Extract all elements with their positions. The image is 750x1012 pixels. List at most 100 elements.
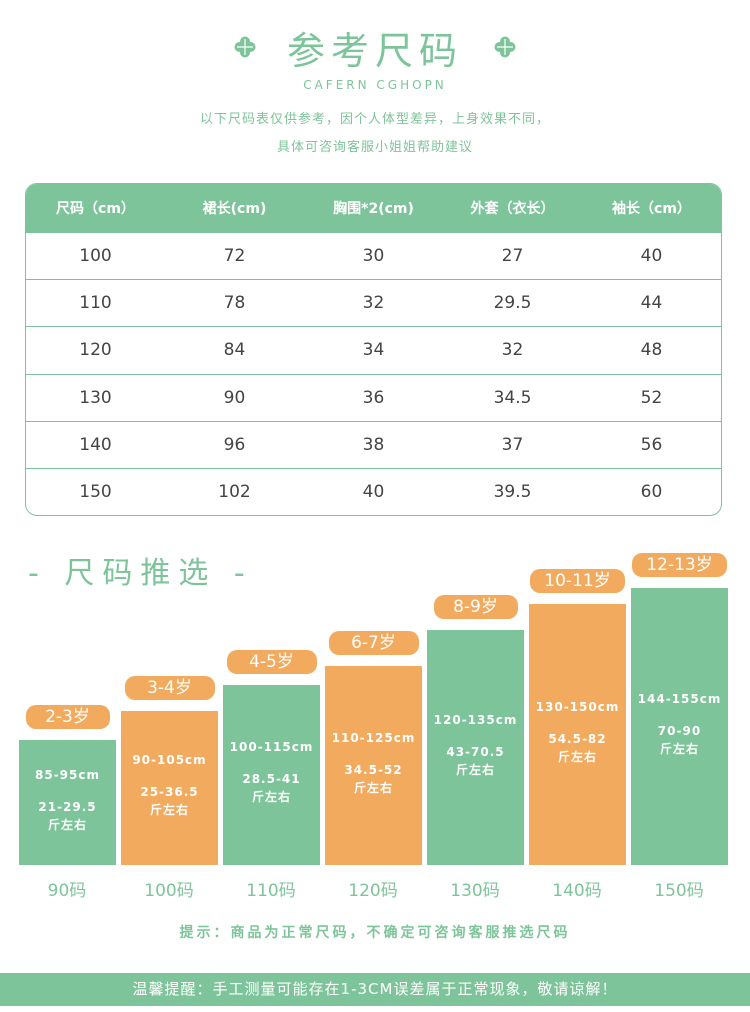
column-header: 尺码（cm） (56, 201, 135, 217)
table-cell: 96 (223, 434, 246, 455)
footer-banner: 温馨提醒：手工测量可能存在1-3CM误差属于正常现象，敬请谅解！ (0, 973, 750, 1006)
weight-value: 21-29.5 (38, 799, 97, 814)
weight-unit: 斤左右 (353, 780, 393, 795)
age-badge: 2-3岁 (25, 705, 110, 729)
table-cell: 110 (79, 293, 112, 314)
height-range: 90-105cm (132, 753, 207, 767)
age-badge: 12-13岁 (632, 553, 727, 577)
table-cell: 40 (362, 482, 385, 503)
column-header: 外套（衣长） (470, 201, 555, 217)
size-label: 130码 (450, 881, 500, 901)
size-label: 150码 (654, 881, 704, 901)
table-cell: 84 (223, 340, 246, 361)
recommend-title: - 尺码推选 - (28, 556, 253, 591)
table-cell: 30 (362, 246, 385, 267)
weight-unit: 斤左右 (149, 803, 189, 817)
table-cell: 27 (501, 246, 524, 267)
size-label: 100码 (144, 881, 194, 901)
weight-range: 21-29.5 斤左右 (19, 798, 116, 834)
table-cell: 38 (362, 434, 385, 455)
table-row: 130 90 36 34.5 52 (26, 373, 721, 421)
table-cell: 72 (223, 246, 246, 267)
table-cell: 32 (501, 340, 524, 361)
weight-value: 54.5-82 (548, 731, 607, 746)
table-cell: 37 (501, 434, 524, 455)
height-range: 130-150cm (535, 699, 620, 714)
table-cell: 130 (79, 387, 112, 408)
table-cell: 36 (362, 387, 385, 408)
page-title: 参考尺码 (286, 28, 463, 73)
table-cell: 56 (640, 434, 663, 455)
tip-text: 提示：商品为正常尺码，不确定可咨询客服推选尺码 (179, 925, 571, 941)
weight-value: 70-90 (657, 723, 702, 738)
height-range: 100-115cm (229, 740, 314, 754)
clover-icon (234, 36, 256, 58)
column-header: 胸围*2(cm) (333, 201, 414, 217)
size-label: 90码 (47, 881, 87, 901)
weight-value: 34.5-52 (344, 762, 403, 777)
height-range: 120-135cm (433, 712, 518, 727)
weight-value: 25-36.5 (140, 785, 199, 799)
table-cell: 102 (218, 482, 251, 503)
table-cell: 90 (223, 387, 246, 408)
table-cell: 32 (362, 293, 385, 314)
table-cell: 34 (362, 340, 385, 361)
column-header: 裙长(cm) (202, 201, 267, 217)
weight-value: 43-70.5 (446, 744, 505, 759)
table-cell: 48 (640, 340, 663, 361)
age-badge: 3-4岁 (124, 676, 215, 700)
weight-range: 54.5-82 斤左右 (529, 730, 626, 766)
height-range: 85-95cm (35, 767, 100, 782)
table-cell: 29.5 (493, 293, 532, 314)
table-row: 140 96 38 37 56 (26, 420, 721, 468)
height-range: 144-155cm (637, 691, 722, 706)
size-bar: 100-115cm 28.5-41 斤左右 (223, 685, 320, 865)
weight-unit: 斤左右 (557, 749, 597, 764)
weight-range: 34.5-52 斤左右 (325, 761, 422, 797)
weight-range: 25-36.5 斤左右 (121, 783, 218, 819)
table-cell: 120 (79, 340, 112, 361)
table-cell: 39.5 (493, 482, 532, 503)
table-cell: 52 (640, 387, 663, 408)
column-header: 袖长（cm） (612, 201, 691, 217)
clover-icon (494, 36, 516, 58)
weight-unit: 斤左右 (659, 741, 699, 756)
size-bar: 110-125cm 34.5-52 斤左右 (325, 666, 422, 865)
note-line-1: 以下尺码表仅供参考，因个人体型差异，上身效果不同， (199, 112, 550, 127)
size-bar: 90-105cm 25-36.5 斤左右 (121, 711, 218, 865)
height-range: 110-125cm (331, 730, 416, 745)
table-row: 120 84 34 32 48 (26, 326, 721, 373)
table-header: 尺码（cm） 裙长(cm) 胸围*2(cm) 外套（衣长） 袖长（cm） (26, 184, 721, 232)
weight-range: 70-90 斤左右 (631, 722, 728, 758)
size-table: 尺码（cm） 裙长(cm) 胸围*2(cm) 外套（衣长） 袖长（cm） 100 72 30… (25, 183, 722, 517)
table-cell: 34.5 (493, 387, 532, 408)
title-row: 参考尺码 (0, 22, 750, 73)
size-bar: 120-135cm 43-70.5 斤左右 (427, 630, 524, 865)
table-cell: 140 (79, 434, 112, 455)
page-subtitle: CAFERN CGHOPN (303, 78, 447, 92)
weight-unit: 斤左右 (47, 817, 87, 832)
table-row: 110 78 32 29.5 44 (26, 279, 721, 326)
weight-range: 28.5-41 斤左右 (223, 770, 320, 806)
table-row: 150 102 40 39.5 60 (26, 467, 721, 515)
age-badge: 10-11岁 (530, 569, 625, 593)
weight-value: 28.5-41 (242, 772, 301, 786)
table-cell: 78 (223, 293, 246, 314)
age-badge: 4-5岁 (226, 650, 317, 674)
size-label: 120码 (348, 881, 398, 901)
size-bar: 144-155cm 70-90 斤左右 (631, 588, 728, 865)
size-bar: 130-150cm 54.5-82 斤左右 (529, 604, 626, 865)
table-cell: 100 (79, 246, 112, 267)
table-cell: 44 (640, 293, 663, 314)
weight-unit: 斤左右 (455, 762, 495, 777)
age-badge: 8-9岁 (433, 595, 518, 619)
note-line-2: 具体可咨询客服小姐姐帮助建议 (276, 140, 473, 155)
size-label: 110码 (246, 881, 296, 901)
table-cell: 40 (640, 246, 663, 267)
table-cell: 60 (640, 482, 663, 503)
size-label: 140码 (552, 881, 602, 901)
weight-range: 43-70.5 斤左右 (427, 743, 524, 779)
weight-unit: 斤左右 (251, 790, 291, 804)
age-badge: 6-7岁 (328, 631, 419, 655)
size-bar: 85-95cm 21-29.5 斤左右 (19, 740, 116, 865)
